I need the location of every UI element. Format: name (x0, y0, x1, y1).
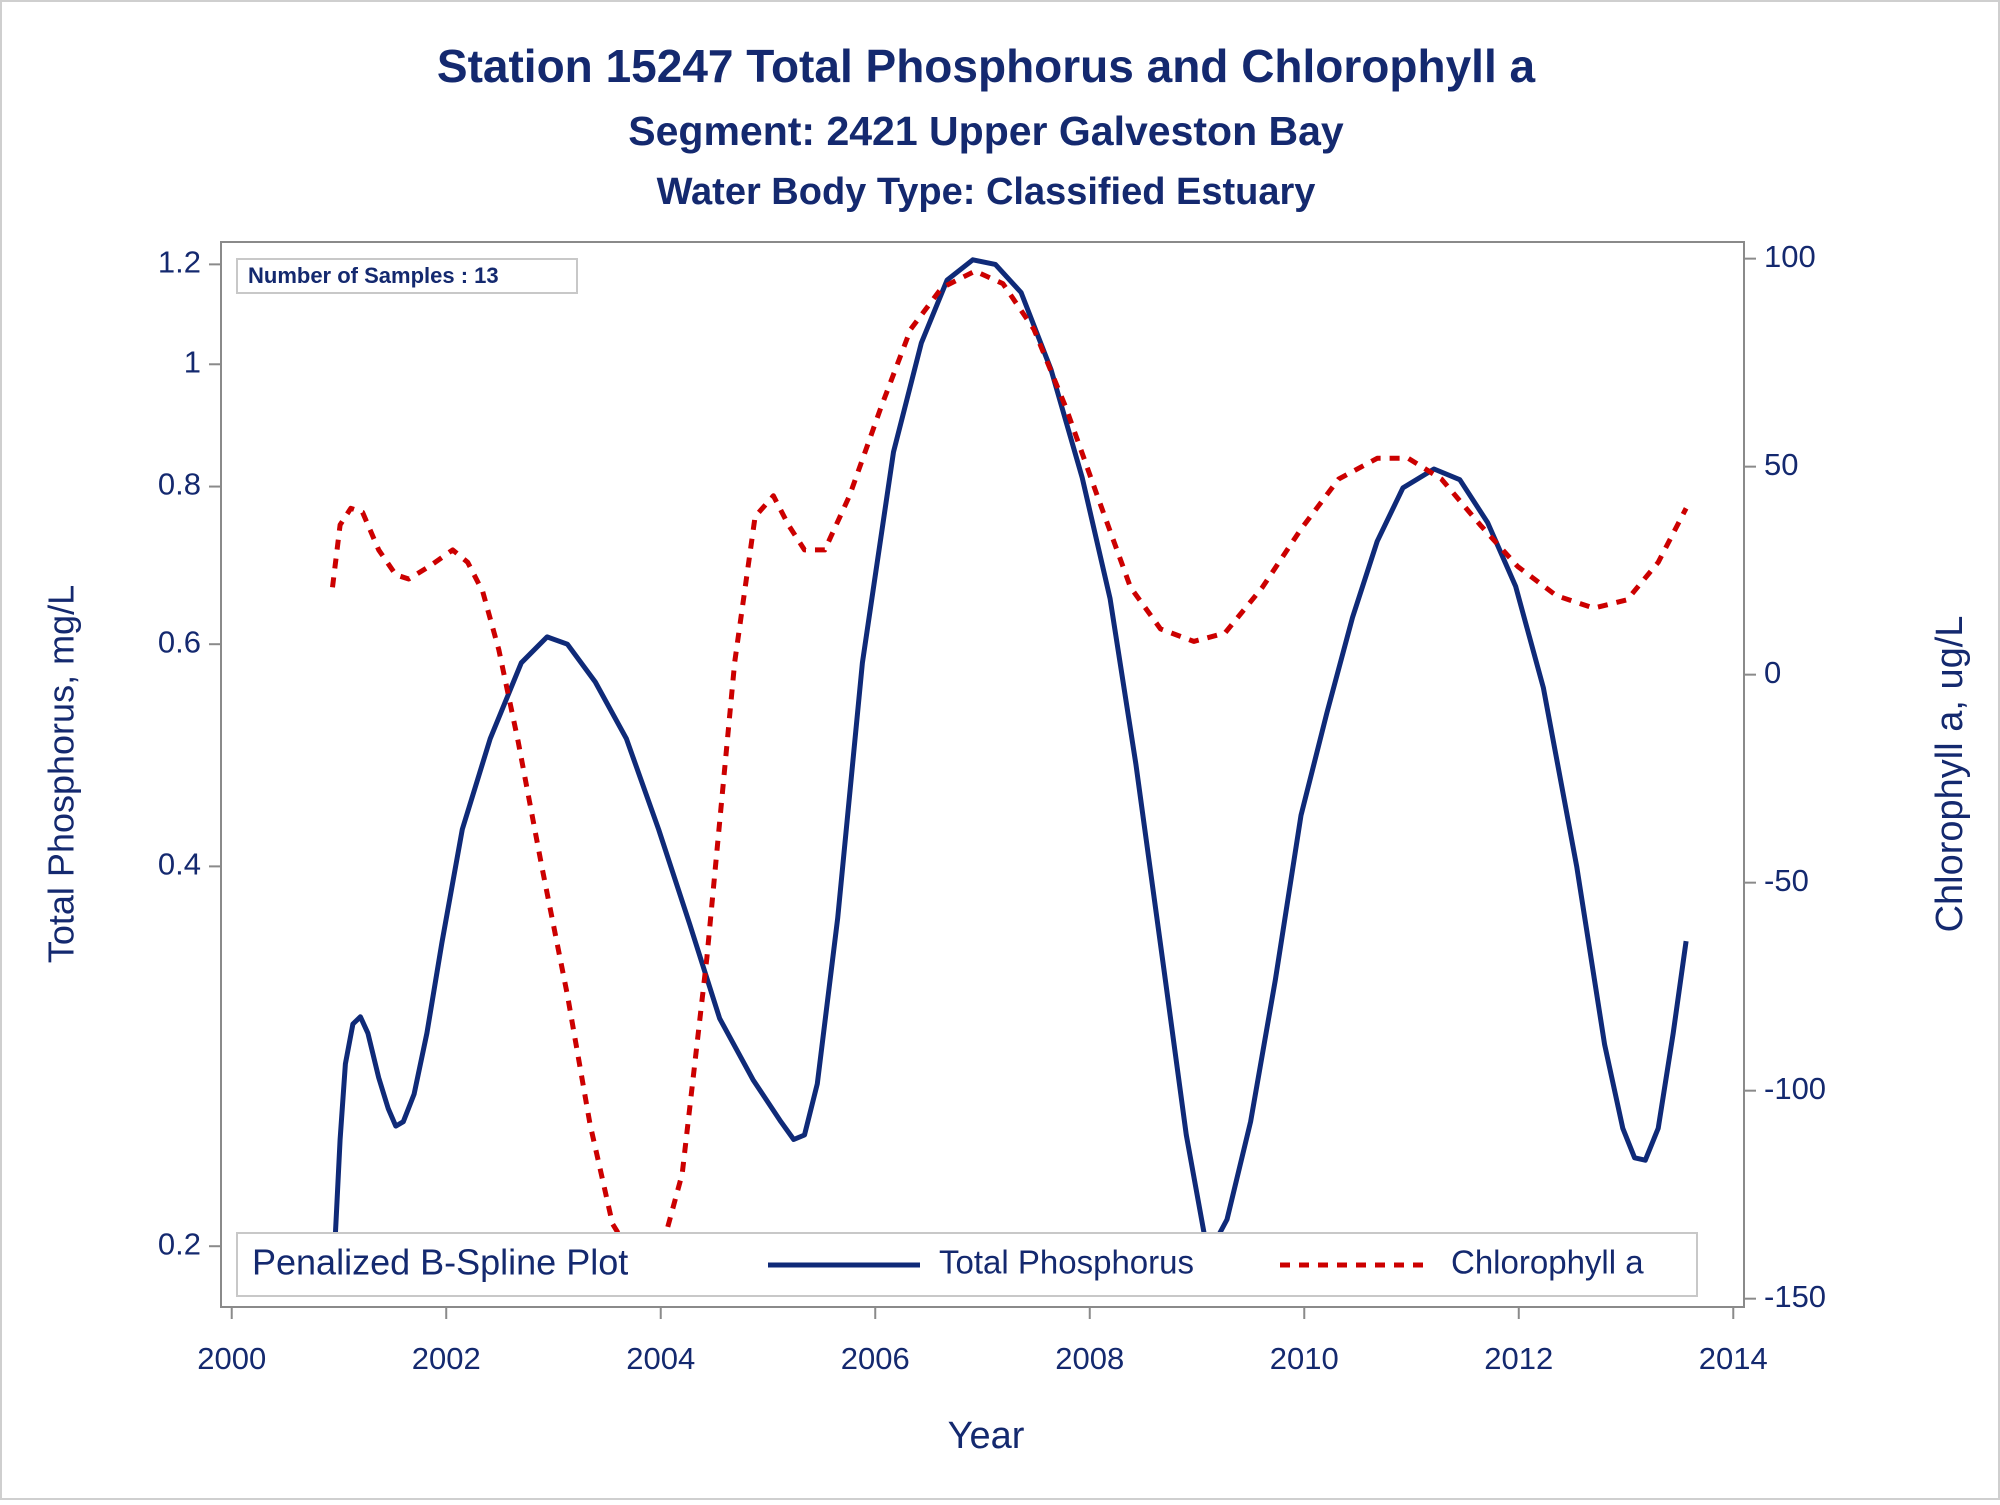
chart-subtitle2: Water Body Type: Classified Estuary (657, 171, 1316, 213)
y-tick-label: 0.6 (158, 624, 201, 659)
y2-tick-label: 0 (1764, 655, 1781, 690)
line-series (330, 268, 1689, 1264)
legend-title: Penalized B-Spline Plot (252, 1242, 628, 1283)
y-axis-label: Total Phosphorus, mg/L (41, 585, 82, 963)
y2-tick-label: 100 (1764, 239, 1816, 274)
x-tick-label: 2012 (1484, 1341, 1553, 1376)
y2-axis-label: Chlorophyll a, ug/L (1929, 616, 1971, 933)
x-tick-label: 2008 (1055, 1341, 1124, 1376)
x-tick-label: 2004 (626, 1341, 695, 1376)
y2-tick-label: -100 (1764, 1071, 1826, 1106)
annotation: Number of Samples : 13 (248, 263, 499, 288)
annotation-box (236, 258, 578, 294)
y-tick-label: 0.8 (158, 467, 201, 502)
x-tick-label: 2006 (841, 1341, 910, 1376)
line-series (330, 257, 1689, 1293)
x-tick-label: 2014 (1699, 1341, 1768, 1376)
y2-tick-label: -150 (1764, 1279, 1826, 1314)
x-tick-label: 2000 (197, 1341, 266, 1376)
y-tick-label: 1 (184, 344, 201, 379)
x-tick-label: 2002 (412, 1341, 481, 1376)
legend-label: Chlorophyll a (1451, 1244, 1644, 1281)
chart-title: Station 15247 Total Phosphorus and Chlor… (437, 40, 1536, 92)
y2-tick-label: -50 (1764, 863, 1809, 898)
y-tick-label: 0.4 (158, 847, 201, 882)
x-tick-label: 2010 (1270, 1341, 1339, 1376)
chart-subtitle: Segment: 2421 Upper Galveston Bay (628, 108, 1344, 154)
y2-tick-label: 50 (1764, 447, 1798, 482)
plot-frame (220, 241, 1745, 1308)
legend-label: Total Phosphorus (939, 1244, 1194, 1281)
y-tick-label: 1.2 (158, 245, 201, 280)
x-axis-label: Year (948, 1415, 1025, 1457)
legend-box (236, 1232, 1698, 1297)
y-tick-label: 0.2 (158, 1226, 201, 1261)
